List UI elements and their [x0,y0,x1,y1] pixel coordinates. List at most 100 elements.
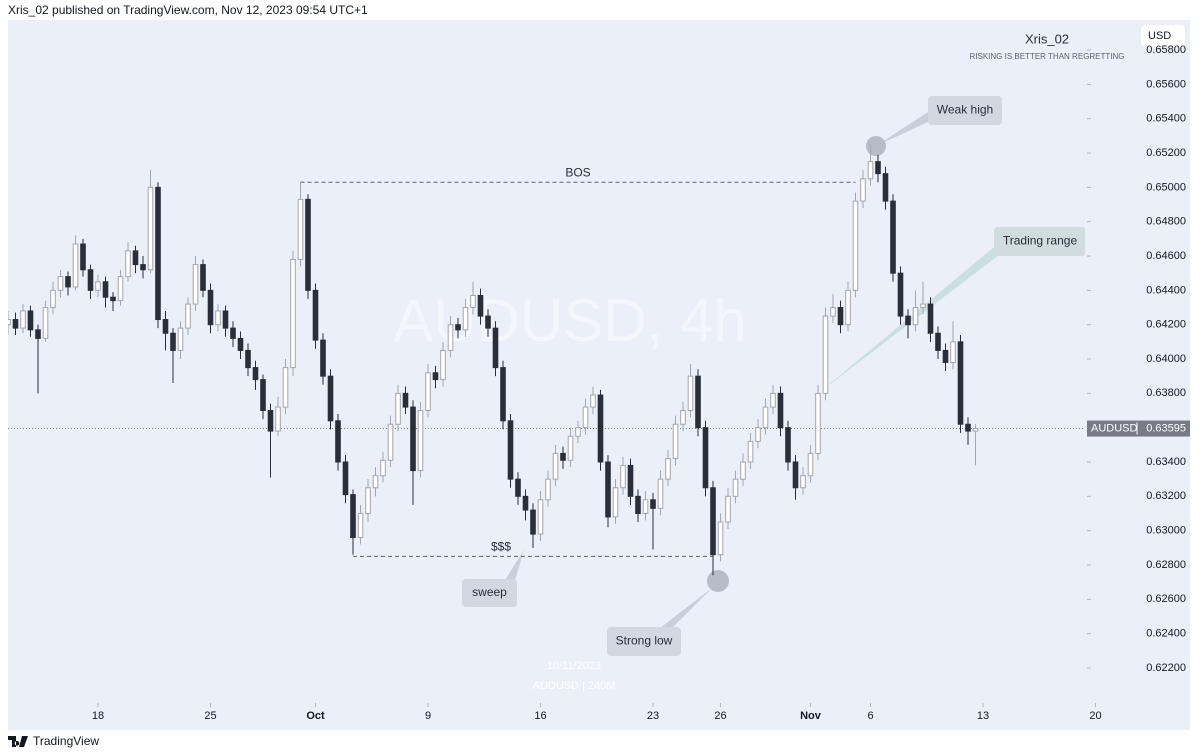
candle-body [462,307,469,331]
candle-body [837,307,844,326]
candle-body [882,173,889,202]
y-tick-label: 0.65400 [1146,113,1186,125]
candle-body [297,198,304,260]
candle-body [72,243,79,288]
candle-body [140,264,146,271]
y-tick-label: 0.62400 [1146,628,1186,640]
candle-body [822,315,829,394]
y-tick-label: 0.64800 [1146,216,1186,228]
candle-body [710,487,716,556]
callout-pointer [876,112,928,146]
candle-body [252,367,259,381]
candle-body [245,349,251,369]
candle-body [620,464,626,489]
candle-body [657,478,664,509]
y-tick-label: 0.65200 [1146,147,1186,159]
highlight-dot [866,136,886,156]
candle-body [950,341,956,363]
candle-body [725,495,731,523]
candle-body [312,289,319,341]
candle-body [425,372,431,412]
candle-body [372,475,379,489]
callout-text: Strong low [616,634,673,648]
y-tick-label: 0.63000 [1146,525,1186,537]
candle-body [432,372,439,381]
x-tick-label: Oct [306,710,325,722]
x-tick-label: 23 [647,710,659,722]
candle-body [125,250,131,278]
candle-body [185,303,191,329]
candle-body [695,375,701,429]
callout-box [994,227,1085,256]
candle-body [200,264,206,291]
candle-body [170,332,176,351]
candle-body [755,427,761,442]
last-price-badge [1087,420,1190,437]
currency-button[interactable] [1141,25,1185,47]
footer-date: 10/11/2023 [547,660,601,672]
x-tick-label: Nov [800,710,822,722]
level-label: $$$ [491,540,511,554]
callout-pointer [505,550,524,580]
candle-body [687,375,694,412]
candle-body [665,458,671,480]
candle-body [222,310,229,329]
candle-body [740,461,746,480]
x-tick-label: 16 [534,710,546,722]
candle-body [447,324,454,351]
y-tick-label: 0.63400 [1146,456,1186,468]
candle-body [215,310,221,326]
y-tick-label: 0.65800 [1146,44,1186,56]
candle-body [732,478,739,497]
y-tick-label: 0.65000 [1146,181,1186,193]
callout-box [462,579,517,607]
candle-body [965,423,971,432]
candle-body [612,487,619,518]
author-name: Xris_02 [1025,31,1069,46]
y-tick-label: 0.62800 [1146,559,1186,571]
publish-header: Xris_02 published on TradingView.com, No… [8,3,368,17]
candle-body [410,406,416,472]
footer-symbol: AUDUSD | 240M [533,680,616,692]
candle-body [305,198,311,291]
candle-body [87,269,94,291]
callout-box [928,96,1002,125]
candle-body [282,367,289,408]
candle-body [230,327,236,339]
x-tick-label: 26 [714,710,726,722]
candle-body [147,186,154,271]
candle-body [515,478,521,497]
candle-body [485,315,491,329]
candle-body [845,289,851,326]
candle-body [777,392,784,429]
brand-logo [8,736,28,747]
candle-body [27,310,34,331]
candle-body [545,478,551,501]
y-tick-label: 0.65600 [1146,78,1186,90]
candle-body [50,289,56,309]
candle-body [530,509,536,535]
y-tick-label: 0.62200 [1146,662,1186,674]
candle-body [717,521,724,556]
candle-body [335,420,341,463]
candle-body [537,499,544,535]
candle-body [605,461,611,518]
candle-body [500,367,506,422]
candle-body [492,327,499,369]
candle-body [417,410,424,472]
candle-body [590,394,596,408]
candle-body [455,324,461,331]
candle-body [815,392,821,454]
candle-body [260,379,266,412]
candle-body [387,423,394,461]
candle-body [552,452,559,480]
currency-label[interactable]: USD [1148,30,1171,42]
candle-body [132,250,139,266]
candle-body [785,427,791,463]
candle-body [57,276,64,291]
candle-body [770,392,776,408]
plot-area: BOS $$$ Weak high Trading range sweep Strong … [8,96,1085,656]
candle-body [155,186,161,321]
